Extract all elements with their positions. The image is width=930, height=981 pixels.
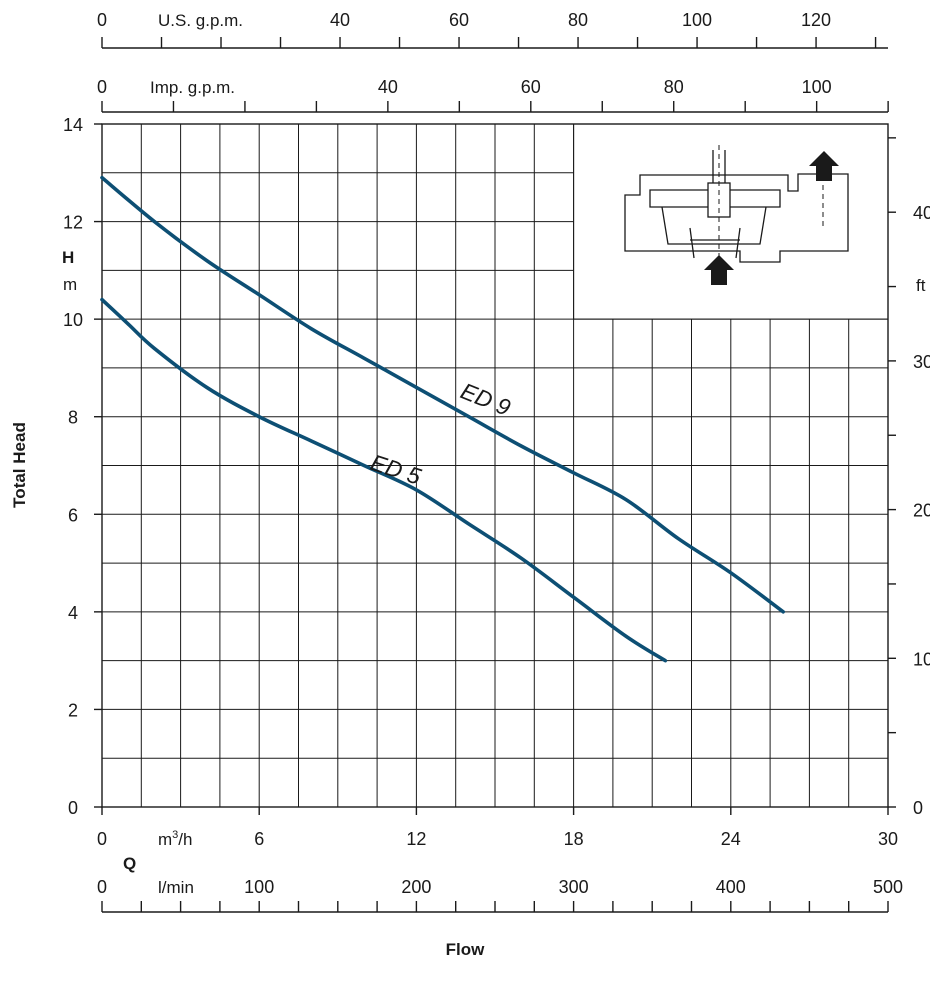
curve-ed-9: [100, 175, 785, 614]
lmin-tick-label: 100: [244, 877, 274, 897]
x-tick-label: 30: [878, 829, 898, 849]
usgpm-tick-label: 40: [330, 10, 350, 30]
y-tick-label: 4: [68, 603, 78, 623]
y-tick-label: 10: [63, 310, 83, 330]
x-unit-label: m3/h: [158, 829, 192, 849]
impgpm-tick-label: 80: [664, 77, 684, 97]
curve-label-ed5: ED 5: [367, 449, 424, 490]
lmin-tick-label: 300: [559, 877, 589, 897]
y-right-tick-label: 40: [913, 203, 930, 223]
usgpm-tick-label: 60: [449, 10, 469, 30]
y-right-tick-label: 30: [913, 352, 930, 372]
impgpm-tick-label: 60: [521, 77, 541, 97]
flow-centerline: [718, 145, 824, 280]
lmin-tick-label: 500: [873, 877, 903, 897]
x-axis-symbol: Q: [123, 854, 136, 873]
x-axis-title: Flow: [446, 940, 485, 959]
impgpm-tick-label: 40: [378, 77, 398, 97]
impgpm-tick-label: 100: [802, 77, 832, 97]
y-tick-label: 0: [68, 798, 78, 818]
x-tick-label: 24: [721, 829, 741, 849]
usgpm-tick-label: 80: [568, 10, 588, 30]
usgpm-unit-label: U.S. g.p.m.: [158, 11, 243, 30]
usgpm-tick-label: 100: [682, 10, 712, 30]
usgpm-tick-label: 120: [801, 10, 831, 30]
impgpm-tick-label: 0: [97, 77, 107, 97]
y-unit-label: m: [63, 275, 77, 294]
usgpm-tick-label: 0: [97, 10, 107, 30]
x-tick-label: 12: [406, 829, 426, 849]
impgpm-unit-label: Imp. g.p.m.: [150, 78, 235, 97]
y-tick-label: 14: [63, 115, 83, 135]
x-tick-label: 6: [254, 829, 264, 849]
inlet-arrow-icon: [704, 255, 734, 285]
y-tick-label: 2: [68, 700, 78, 720]
y-axis-symbol: H: [62, 248, 74, 267]
lmin-unit-label: l/min: [158, 878, 194, 897]
lmin-tick-label: 0: [97, 877, 107, 897]
y-right-tick-label: 20: [913, 501, 930, 521]
y-tick-label: 8: [68, 408, 78, 428]
curves: [100, 175, 785, 663]
y-right-tick-label: 0: [913, 798, 923, 818]
y-axis-title: Total Head: [10, 422, 29, 508]
y-tick-label: 6: [68, 505, 78, 525]
pump-body-outline: [624, 173, 849, 263]
plot-frame: [101, 123, 889, 808]
impeller-plate: [649, 189, 781, 208]
axes: [94, 37, 896, 913]
curve-ed-5: [100, 297, 668, 663]
y-tick-label: 12: [63, 213, 83, 233]
pump-diagram-inset: [624, 145, 849, 285]
x-tick-label: 18: [564, 829, 584, 849]
x-tick-label: 0: [97, 829, 107, 849]
lmin-tick-label: 200: [401, 877, 431, 897]
y-right-unit-label: ft: [916, 276, 926, 295]
shaft: [712, 150, 726, 183]
grid: [102, 124, 888, 807]
impeller-chamber: [661, 206, 767, 245]
y-right-tick-label: 10: [913, 649, 930, 669]
impeller-vanes: [689, 227, 741, 259]
plot-frame-rect: [101, 123, 889, 808]
outlet-arrow-icon: [809, 151, 839, 181]
lmin-tick-label: 400: [716, 877, 746, 897]
